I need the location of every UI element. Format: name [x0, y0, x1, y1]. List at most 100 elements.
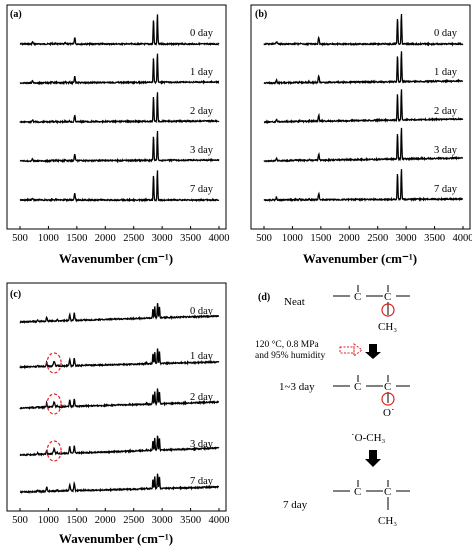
x-tick-label: 2000	[95, 515, 116, 526]
panel-a-xlabel: Wavenumber (cm⁻¹)	[59, 251, 173, 266]
series-line	[263, 89, 464, 125]
x-tick-label: 1500	[310, 233, 331, 244]
x-tick-label: 1000	[38, 515, 59, 526]
panel-c-highlight-ellipses	[46, 352, 62, 462]
panel-d-label: (d)	[258, 292, 270, 303]
panel-b-frame	[250, 4, 471, 230]
x-tick-label: 3000	[152, 233, 173, 244]
carbon-5: C	[354, 486, 361, 498]
condition-line-1: 120 °C, 0.8 MPa	[255, 339, 319, 350]
series-line	[263, 127, 464, 163]
series-label: 1 day	[190, 67, 214, 78]
carbon-1: C	[354, 291, 361, 303]
series-label: 0 day	[190, 28, 214, 39]
x-tick-label: 4000	[209, 515, 230, 526]
series-label: 7 day	[434, 184, 458, 195]
x-tick-label: 1500	[66, 515, 87, 526]
highlight-ellipse	[46, 440, 62, 462]
panel-b-xlabel: Wavenumber (cm⁻¹)	[303, 251, 417, 266]
down-arrow-2	[365, 450, 381, 467]
series-label: 0 day	[434, 28, 458, 39]
series-label: 7 day	[190, 184, 214, 195]
x-tick-label: 4000	[453, 233, 472, 244]
series-label: 0 day	[190, 306, 214, 317]
series-label: 7 day	[190, 476, 214, 487]
series-line	[19, 302, 220, 324]
panel-a-series-labels: 0 day 1 day 2 day 3 day 7 day	[190, 28, 214, 195]
structure-7-day	[333, 480, 410, 510]
series-line	[263, 169, 464, 203]
panel-b-series	[263, 13, 464, 203]
series-label: 2 day	[190, 106, 214, 117]
x-tick-label: 2000	[339, 233, 360, 244]
neat-label: Neat	[284, 296, 305, 308]
series-line	[19, 435, 220, 457]
panel-a-label: (a)	[10, 9, 22, 20]
carbon-2: C	[384, 291, 391, 303]
series-label: 2 day	[434, 106, 458, 117]
x-tick-label: 1000	[38, 233, 59, 244]
dashed-arrow	[339, 343, 363, 357]
series-line	[19, 170, 220, 203]
x-tick-label: 1000	[282, 233, 303, 244]
ch3-final: CH₃	[378, 515, 397, 527]
carbon-3: C	[354, 381, 361, 393]
panel-c-x-ticks: 500 1000 1500 2000 2500 3000 3500 4000	[12, 508, 230, 526]
series-label: 3 day	[434, 145, 458, 156]
panel-b: (b) 0 day 1 day 2 day 3 day 7 day 500 1000 150…	[250, 4, 472, 266]
panel-c-xlabel: Wavenumber (cm⁻¹)	[59, 531, 173, 546]
series-line	[263, 51, 464, 86]
series-label: 3 day	[190, 145, 214, 156]
carbon-4: C	[384, 381, 391, 393]
series-line	[19, 53, 220, 86]
panel-b-x-ticks: 500 1000 1500 2000 2500 3000 3500 4000	[256, 226, 472, 244]
panel-c-series	[19, 302, 220, 495]
highlight-circle-2	[381, 392, 395, 406]
series-line	[19, 92, 220, 125]
series-line	[263, 13, 464, 47]
panel-b-series-labels: 0 day 1 day 2 day 3 day 7 day	[434, 28, 458, 195]
x-tick-label: 2500	[123, 233, 144, 244]
panel-d-scheme: (d) Neat C C CH₃ 120 °C, 0.8 MPa and 95%…	[255, 285, 410, 527]
x-tick-label: 1500	[66, 233, 87, 244]
structure-neat	[333, 285, 410, 317]
series-line	[19, 473, 220, 495]
x-tick-label: 500	[12, 515, 28, 526]
methoxy-label: ˙O-CH₃	[351, 432, 386, 444]
highlight-ellipse	[46, 393, 62, 415]
panel-c-frame	[6, 282, 227, 512]
o-radical: O˙	[383, 407, 395, 419]
series-line	[19, 14, 220, 47]
series-line	[19, 348, 220, 370]
panel-c: (c) 0 day 1 day 2 day 3 day 7 day 500 1000 150…	[6, 282, 230, 546]
x-tick-label: 4000	[209, 233, 230, 244]
down-arrow-1	[365, 344, 381, 359]
x-tick-label: 3000	[396, 233, 417, 244]
x-tick-label: 3500	[180, 233, 201, 244]
x-tick-label: 2500	[367, 233, 388, 244]
x-tick-label: 2000	[95, 233, 116, 244]
day-7-label: 7 day	[283, 499, 308, 511]
x-tick-label: 500	[256, 233, 272, 244]
day-1-3-label: 1~3 day	[279, 381, 315, 393]
highlight-ellipse	[46, 352, 62, 374]
condition-line-2: and 95% humidity	[255, 351, 325, 361]
series-label: 1 day	[434, 67, 458, 78]
ch3-neat: CH₃	[378, 321, 397, 333]
series-line	[19, 388, 220, 410]
highlight-circle	[381, 303, 395, 317]
series-label: 1 day	[190, 351, 214, 362]
series-line	[19, 130, 220, 164]
panel-a-x-ticks: 500 1000 1500 2000 2500 3000 3500 4000	[12, 226, 230, 244]
series-label: 2 day	[190, 392, 214, 403]
panel-b-label: (b)	[255, 9, 267, 20]
series-label: 3 day	[190, 439, 214, 450]
carbon-6: C	[384, 486, 391, 498]
structure-1-3-day	[333, 375, 410, 406]
x-tick-label: 3000	[152, 515, 173, 526]
x-tick-label: 500	[12, 233, 28, 244]
x-tick-label: 2500	[123, 515, 144, 526]
panel-a-frame	[6, 4, 227, 230]
x-tick-label: 3500	[180, 515, 201, 526]
